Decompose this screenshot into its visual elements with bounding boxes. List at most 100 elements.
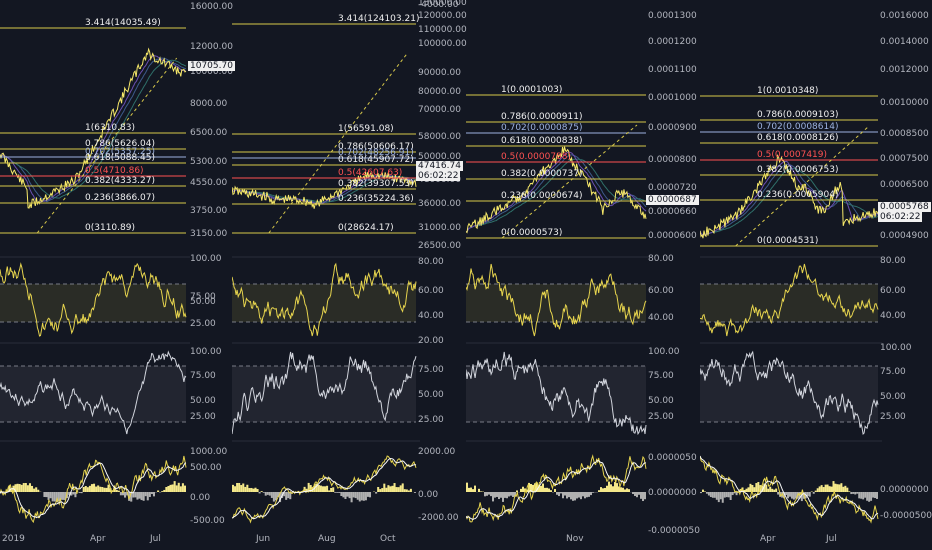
rsi-band (0, 284, 186, 322)
stoch-axis-tick: 25.00 (190, 412, 216, 422)
macd-histogram-bar (330, 487, 333, 492)
macd-histogram-bar (606, 485, 608, 492)
macd-histogram-bar (574, 492, 576, 501)
price-axis-tick: 12000.00 (190, 42, 233, 52)
macd-histogram-bar (866, 492, 869, 501)
macd-histogram-bar (864, 492, 867, 498)
fib-trend-line[interactable] (36, 57, 178, 234)
macd-histogram-bar (548, 488, 550, 492)
macd-histogram-bar (240, 485, 243, 492)
macd-histogram-bar (82, 487, 85, 492)
price-axis-tick: 90000.00 (418, 68, 461, 78)
macd-axis-tick: 0.0000000 (880, 485, 929, 495)
fib-level-label: 0.618(0.0008126) (757, 133, 839, 143)
fib-trend-line[interactable] (501, 124, 638, 239)
macd-histogram-bar (812, 492, 815, 494)
macd-histogram-bar (514, 492, 516, 497)
macd-histogram-bar (150, 492, 153, 495)
macd-histogram-bar (701, 489, 704, 492)
macd-histogram-bar (248, 488, 251, 492)
price-axis[interactable]: 16000.00 12000.00 10000.00 8000.00 6500.00 53… (188, 0, 246, 550)
macd-histogram-bar (775, 488, 778, 492)
macd-histogram-bar (632, 492, 634, 495)
macd-histogram-bar (64, 492, 67, 501)
price-axis-tick: 0.0012000 (880, 65, 929, 75)
macd-histogram-bar (126, 492, 129, 496)
rsi-line (700, 263, 879, 337)
chart-canvas[interactable] (0, 0, 190, 550)
chart-canvas[interactable] (700, 0, 882, 550)
macd-histogram-bar (608, 481, 610, 492)
macd-histogram-bar (512, 492, 514, 497)
macd-histogram-bar (348, 492, 351, 499)
macd-histogram-bar (179, 486, 182, 492)
macd-histogram-bar (356, 492, 359, 500)
macd-histogram-bar (516, 490, 518, 492)
macd-histogram-bar (395, 487, 398, 492)
macd-histogram-bar (181, 483, 184, 492)
rsi-axis-tick: 50.00 (190, 297, 216, 307)
macd-histogram-bar (381, 488, 384, 492)
macd-histogram-bar (399, 485, 402, 492)
macd-histogram-bar (47, 492, 50, 500)
macd-axis-tick: -500.00 (190, 516, 225, 526)
fib-level-label: 3.414(124103.21) (338, 14, 420, 24)
macd-histogram-bar (719, 492, 722, 500)
fib-level-label: 0.382(4333.27) (85, 176, 156, 186)
macd-signal-line (232, 457, 417, 520)
macd-histogram-bar (105, 487, 108, 492)
macd-histogram-bar (368, 492, 372, 498)
macd-histogram-bar (872, 492, 875, 498)
macd-histogram-bar (636, 492, 638, 498)
macd-histogram-bar (101, 487, 104, 492)
fib-level-label: 0.618(0.0000838) (501, 136, 583, 146)
macd-histogram-bar (26, 485, 29, 492)
macd-histogram-bar (584, 492, 586, 499)
stoch-axis-tick: 75.00 (880, 367, 906, 377)
macd-histogram-bar (276, 492, 280, 498)
price-line (700, 154, 879, 239)
macd-histogram-bar (757, 481, 760, 492)
rsi-axis-tick: 75.00 (190, 292, 216, 302)
macd-histogram-bar (836, 484, 839, 492)
price-axis-tick: 8000.00 (190, 99, 228, 109)
stoch-axis-tick: 100.00 (880, 343, 912, 353)
macd-histogram-bar (134, 492, 137, 498)
stoch-axis-tick: 50.00 (190, 396, 216, 406)
macd-histogram-bar (876, 492, 878, 499)
macd-histogram-bar (787, 492, 789, 499)
macd-histogram-bar (31, 485, 34, 492)
macd-histogram-bar (868, 492, 871, 502)
macd-histogram-bar (530, 483, 532, 492)
macd-histogram-bar (324, 486, 327, 492)
fib-trend-line[interactable] (268, 53, 408, 234)
stoch-axis-tick: 100.00 (648, 347, 680, 357)
price-axis[interactable]: 0.0016000 0.0014000 0.0012000 0.0010000 0.00… (878, 0, 932, 550)
macd-histogram-bar (610, 484, 612, 492)
macd-histogram-bar (397, 487, 400, 492)
macd-histogram-bar (80, 492, 83, 494)
price-axis[interactable]: 130000.00 120000.00 110000.00 100000.00 9000… (416, 0, 474, 550)
macd-histogram-bar (161, 491, 164, 492)
macd-histogram-bar (86, 487, 89, 492)
macd-histogram-bar (18, 484, 21, 492)
macd-histogram-bar (14, 484, 17, 492)
macd-histogram-bar (700, 492, 702, 494)
macd-histogram-bar (57, 492, 60, 502)
macd-histogram-bar (344, 492, 347, 500)
chart-canvas[interactable] (466, 0, 650, 550)
macd-histogram-bar (856, 492, 859, 494)
macd-histogram-bar (638, 492, 640, 495)
macd-histogram-bar (144, 492, 147, 497)
price-axis[interactable]: 0.0001300 0.0001200 0.0001100 0.0001000 0.00… (646, 0, 704, 550)
rsi-band (466, 284, 646, 322)
macd-histogram-bar (828, 486, 831, 492)
macd-histogram-bar (588, 492, 590, 497)
macd-histogram-bar (407, 490, 410, 492)
chart-canvas[interactable] (232, 0, 420, 550)
macd-histogram-bar (854, 492, 857, 495)
macd-histogram-bar (103, 487, 106, 492)
rsi-axis-tick: 80.00 (648, 254, 674, 264)
macd-histogram-bar (755, 483, 758, 492)
macd-histogram-bar (413, 492, 416, 493)
